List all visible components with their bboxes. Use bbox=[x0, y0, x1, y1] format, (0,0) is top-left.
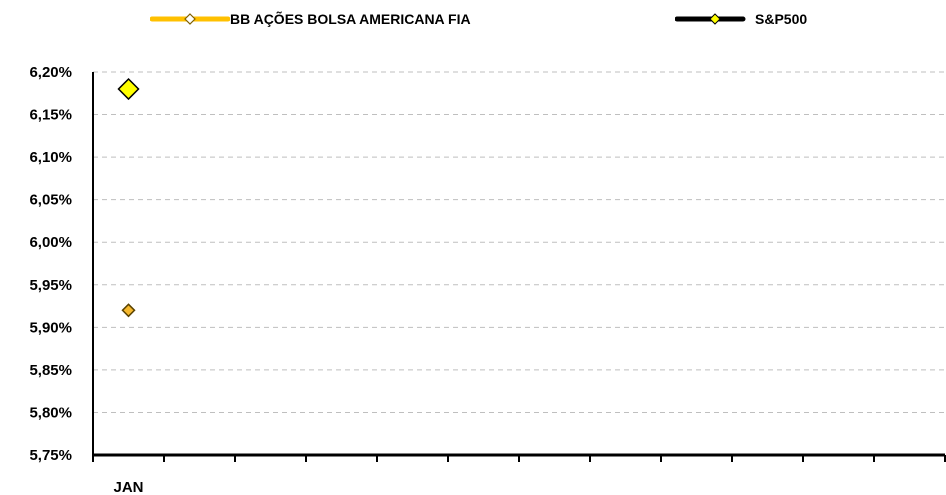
legend-swatch-bb-acoes bbox=[150, 13, 230, 25]
y-tick-label: 6,10% bbox=[29, 149, 72, 166]
y-tick-label: 6,20% bbox=[29, 64, 72, 81]
y-tick-label: 5,80% bbox=[29, 404, 72, 421]
y-tick-label: 5,85% bbox=[29, 362, 72, 379]
y-tick-label: 5,95% bbox=[29, 277, 72, 294]
chart-legend: BB AÇÕES BOLSA AMERICANA FIA S&P500 bbox=[0, 8, 946, 30]
y-tick-label: 6,05% bbox=[29, 192, 72, 209]
data-point-bb-acoes bbox=[121, 303, 136, 318]
y-tick-label: 6,15% bbox=[29, 107, 72, 124]
y-tick-label: 5,90% bbox=[29, 319, 72, 336]
legend-swatch-sp500 bbox=[675, 13, 746, 25]
legend-item-sp500: S&P500 bbox=[675, 8, 807, 30]
legend-item-bb-acoes: BB AÇÕES BOLSA AMERICANA FIA bbox=[150, 8, 471, 30]
legend-label-sp500: S&P500 bbox=[755, 11, 808, 27]
y-tick-label: 6,00% bbox=[29, 234, 72, 251]
data-point-sp500 bbox=[117, 77, 140, 101]
y-tick-label: 5,75% bbox=[29, 447, 72, 464]
legend-label-bb-acoes: BB AÇÕES BOLSA AMERICANA FIA bbox=[230, 11, 471, 27]
x-tick-label: JAN bbox=[113, 479, 143, 495]
